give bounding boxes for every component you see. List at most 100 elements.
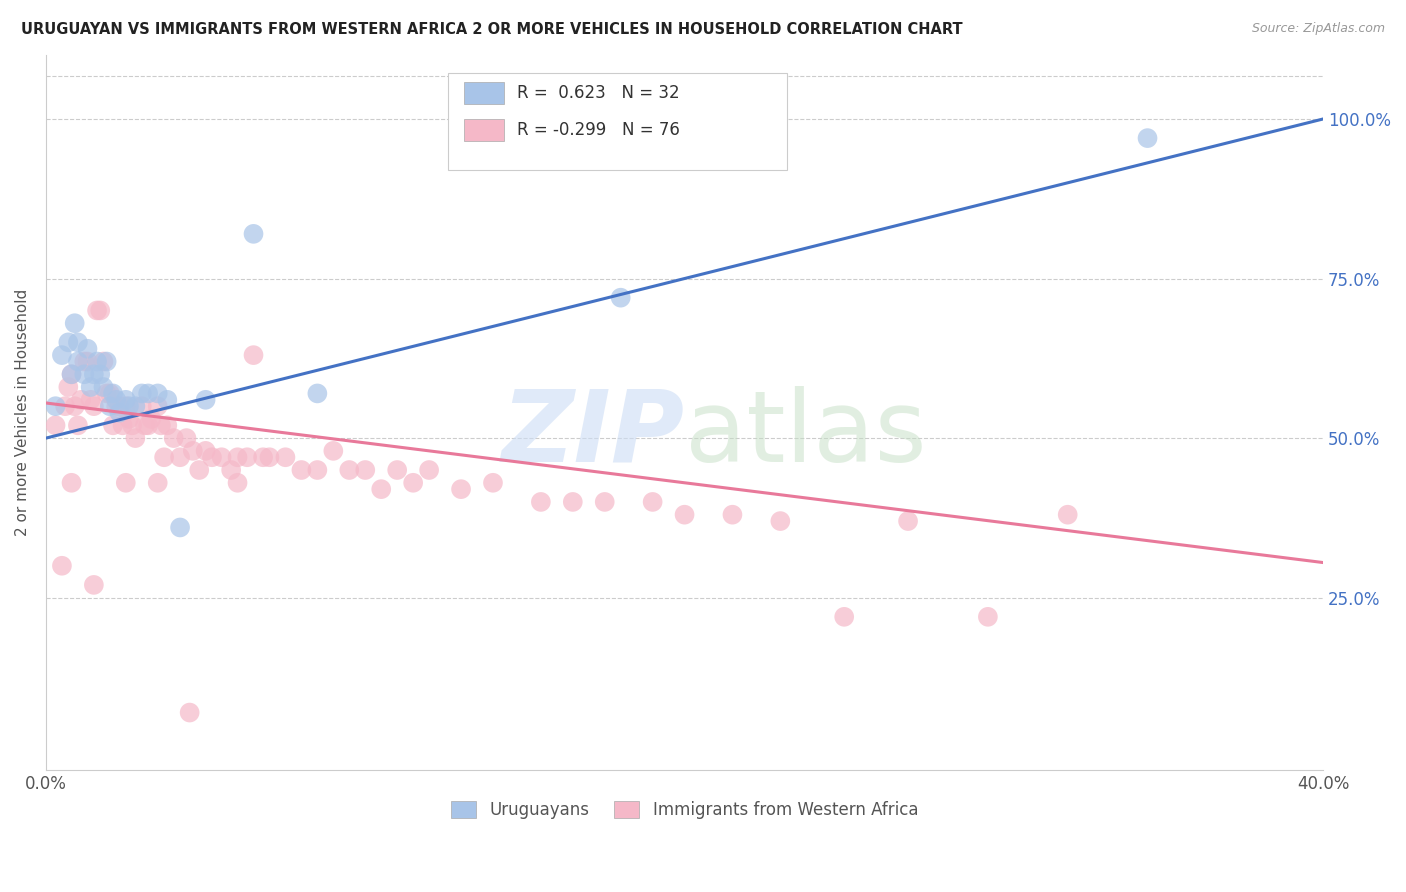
Point: [1056, 508, 1078, 522]
Point: [51, 558, 73, 573]
Point: [163, 431, 186, 445]
Text: R =  0.623   N = 32: R = 0.623 N = 32: [517, 84, 681, 102]
Point: [121, 418, 143, 433]
FancyBboxPatch shape: [449, 73, 787, 169]
Point: [194, 392, 217, 407]
Point: [201, 450, 224, 465]
Point: [101, 418, 124, 433]
Point: [66, 335, 89, 350]
Point: [769, 514, 792, 528]
Point: [721, 508, 744, 522]
Point: [66, 418, 89, 433]
Point: [63, 399, 86, 413]
Point: [242, 227, 264, 241]
Point: [131, 386, 153, 401]
Point: [641, 495, 664, 509]
Point: [402, 475, 425, 490]
Point: [337, 463, 360, 477]
Point: [832, 609, 855, 624]
Point: [609, 291, 631, 305]
Point: [290, 463, 312, 477]
Point: [141, 412, 163, 426]
Point: [482, 475, 505, 490]
Point: [60, 475, 83, 490]
Point: [114, 392, 136, 407]
Point: [181, 443, 204, 458]
Point: [73, 368, 96, 382]
Point: [60, 368, 83, 382]
Point: [450, 482, 472, 496]
Point: [530, 495, 553, 509]
Point: [51, 348, 73, 362]
Point: [96, 354, 118, 368]
FancyBboxPatch shape: [464, 82, 505, 103]
Point: [114, 475, 136, 490]
Point: [561, 495, 583, 509]
Point: [79, 392, 101, 407]
Point: [194, 443, 217, 458]
Point: [86, 303, 108, 318]
Point: [105, 399, 128, 413]
Text: R = -0.299   N = 76: R = -0.299 N = 76: [517, 121, 681, 139]
Point: [76, 342, 98, 356]
Text: atlas: atlas: [685, 385, 927, 483]
Point: [118, 399, 141, 413]
Point: [169, 450, 191, 465]
Point: [146, 399, 169, 413]
Point: [1136, 131, 1159, 145]
Point: [98, 399, 121, 413]
Text: ZIP: ZIP: [502, 385, 685, 483]
Point: [58, 380, 80, 394]
Point: [219, 463, 242, 477]
Y-axis label: 2 or more Vehicles in Household: 2 or more Vehicles in Household: [15, 289, 30, 536]
Legend: Uruguayans, Immigrants from Western Africa: Uruguayans, Immigrants from Western Afri…: [444, 795, 925, 826]
Point: [354, 463, 377, 477]
Point: [45, 418, 67, 433]
Point: [108, 406, 131, 420]
Point: [73, 354, 96, 368]
Point: [259, 450, 281, 465]
Point: [89, 303, 111, 318]
FancyBboxPatch shape: [464, 120, 505, 141]
Point: [179, 706, 201, 720]
Text: URUGUAYAN VS IMMIGRANTS FROM WESTERN AFRICA 2 OR MORE VEHICLES IN HOUSEHOLD CORR: URUGUAYAN VS IMMIGRANTS FROM WESTERN AFR…: [21, 22, 963, 37]
Point: [79, 380, 101, 394]
Point: [136, 418, 159, 433]
Point: [53, 399, 76, 413]
Point: [101, 386, 124, 401]
Point: [370, 482, 392, 496]
Point: [418, 463, 440, 477]
Point: [134, 418, 156, 433]
Point: [45, 399, 67, 413]
Point: [76, 354, 98, 368]
Point: [108, 399, 131, 413]
Point: [252, 450, 274, 465]
Point: [242, 348, 264, 362]
Point: [156, 392, 179, 407]
Point: [83, 399, 105, 413]
Point: [58, 335, 80, 350]
Point: [673, 508, 696, 522]
Point: [156, 418, 179, 433]
Point: [897, 514, 920, 528]
Point: [70, 392, 93, 407]
Point: [83, 578, 105, 592]
Point: [105, 392, 128, 407]
Point: [124, 399, 146, 413]
Point: [60, 368, 83, 382]
Text: Source: ZipAtlas.com: Source: ZipAtlas.com: [1251, 22, 1385, 36]
Point: [322, 443, 344, 458]
Point: [98, 386, 121, 401]
Point: [146, 475, 169, 490]
Point: [93, 354, 115, 368]
Point: [89, 368, 111, 382]
Point: [176, 431, 198, 445]
Point: [86, 354, 108, 368]
Point: [114, 399, 136, 413]
Point: [111, 418, 134, 433]
Point: [146, 386, 169, 401]
Point: [977, 609, 1000, 624]
Point: [149, 418, 172, 433]
Point: [188, 463, 211, 477]
Point: [136, 386, 159, 401]
